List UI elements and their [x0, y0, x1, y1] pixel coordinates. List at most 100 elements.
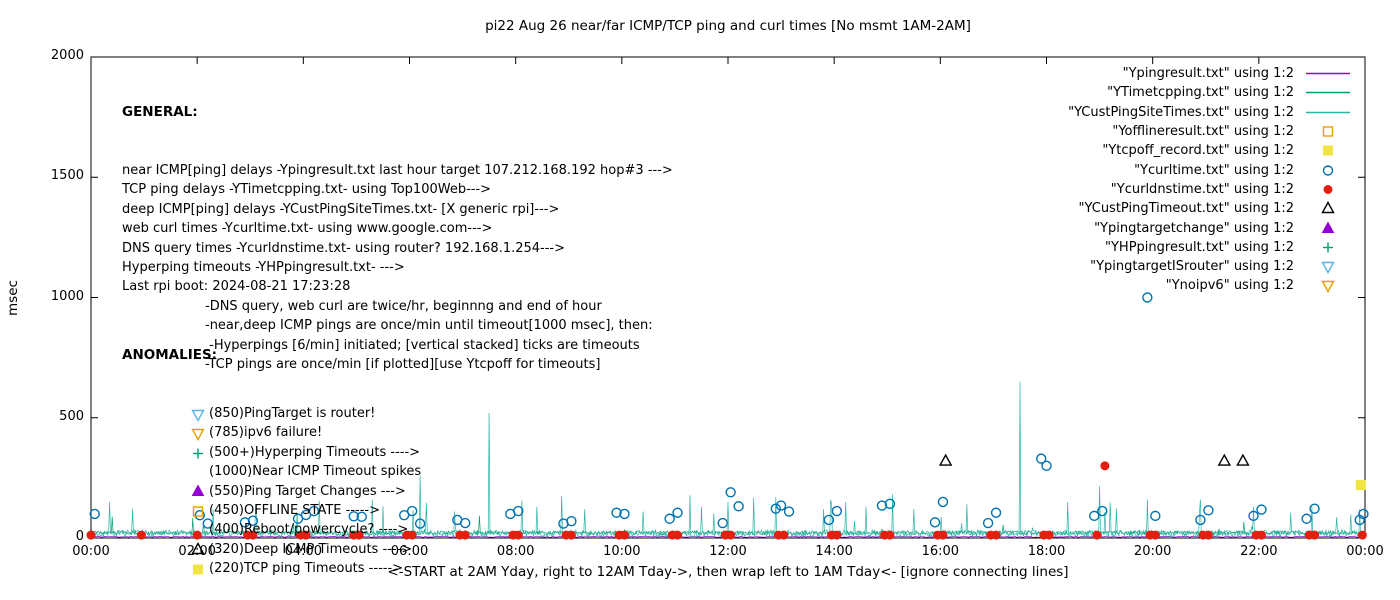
- general-line: -TCP pings are once/min [if plotted][use…: [205, 357, 601, 373]
- square-open-icon: [190, 503, 206, 519]
- general-line: Last rpi boot: 2024-08-21 17:23:28: [122, 279, 351, 295]
- general-line: web curl times -Ycurltime.txt- using www…: [122, 221, 493, 237]
- general-line: DNS query times -Ycurldnstime.txt- using…: [122, 240, 566, 256]
- x-tick-label: 02:00: [178, 544, 216, 559]
- square-filled-icon: [1323, 145, 1333, 156]
- legend-entry-label: "YCustPingTimeout.txt" using 1:2: [1078, 201, 1294, 217]
- legend-entry-label: "Ypingresult.txt" using 1:2: [1122, 66, 1294, 82]
- x-tick-label: 08:00: [496, 544, 535, 559]
- legend-sample-triangle-down-open: [1302, 259, 1354, 275]
- x-tick-label: 06:00: [390, 544, 429, 559]
- general-line: -DNS query, web curl are twice/hr, begin…: [205, 298, 602, 314]
- y-tick-label: 500: [59, 408, 84, 424]
- line-sample-icon: [1306, 72, 1350, 75]
- anomaly-text: (850)PingTarget is router!: [209, 406, 376, 422]
- x-tick-label: 10:00: [603, 544, 641, 559]
- x-tick-label: 00:00: [1346, 544, 1384, 559]
- anomaly-text: (450)OFFLINE STATE ----->: [209, 502, 380, 518]
- legend-entry: "Ytcpoff_record.txt" using 1:2: [1068, 141, 1354, 160]
- legend-entry: "Yofflineresult.txt" using 1:2: [1068, 122, 1354, 141]
- general-heading: GENERAL:: [122, 103, 198, 120]
- anomaly-item: (400)Reboot/powercycle? ---->: [122, 520, 421, 539]
- x-tick-label: 04:00: [284, 544, 323, 559]
- general-line: TCP ping delays -YTimetcpping.txt- using…: [122, 182, 492, 198]
- x-axis-label: <-START at 2AM Yday, right to 12AM Tday-…: [387, 564, 1069, 580]
- x-tick-label: 22:00: [1240, 544, 1278, 559]
- anomaly-item: (1000)Near ICMP Timeout spikes: [122, 462, 421, 481]
- legend-sample-triangle-open: [1302, 201, 1354, 216]
- anomaly-text: (320)Deep ICMP Timeouts ---->: [209, 541, 413, 557]
- legend-entry-label: "Yofflineresult.txt" using 1:2: [1112, 124, 1294, 140]
- series-markers-ycustpingtimeout-txt: [938, 453, 1250, 466]
- triangle-down-open-icon: [191, 409, 205, 422]
- anomaly-item: (785)ipv6 failure!: [122, 423, 421, 442]
- line-sample-icon: [1306, 111, 1350, 114]
- legend-entry-label: "Ytcpoff_record.txt" using 1:2: [1102, 143, 1294, 159]
- series-markers-ycurltime-txt: [89, 292, 1369, 529]
- circle-filled-icon: [1323, 184, 1333, 194]
- square-open-icon: [192, 505, 204, 517]
- legend-entry: "Ypingtargetchange" using 1:2: [1068, 218, 1354, 237]
- legend-sample-line: [1302, 66, 1354, 81]
- triangle-filled-icon: [1321, 220, 1335, 233]
- legend-sample-triangle-down-open: [1302, 278, 1354, 294]
- square-open-icon: [1322, 126, 1334, 137]
- legend-sample-line: [1302, 105, 1354, 120]
- general-line: deep ICMP[ping] delays -YCustPingSiteTim…: [122, 201, 560, 217]
- plus-icon: [1323, 242, 1333, 253]
- legend-entry: "Ycurltime.txt" using 1:2: [1068, 160, 1354, 179]
- legend: "Ypingresult.txt" using 1:2 "YTimetcpping…: [1068, 64, 1354, 296]
- anomaly-text: (220)TCP ping Timeouts ----->: [209, 561, 404, 577]
- no-icon: [190, 522, 206, 538]
- legend-entry: "YpingtargetISrouter" using 1:2: [1068, 257, 1354, 276]
- y-tick-label: 2000: [50, 48, 84, 63]
- x-tick-label: 00:00: [72, 544, 110, 559]
- legend-sample-plus: [1302, 240, 1354, 255]
- general-line: near ICMP[ping] delays -Ypingresult.txt …: [122, 163, 673, 179]
- anomalies-block: ANOMALIES: (850)PingTarget is router! (78…: [122, 307, 421, 600]
- line-sample-icon: [1306, 92, 1350, 94]
- legend-entry-label: "Ypingtargetchange" using 1:2: [1094, 220, 1294, 236]
- plus-icon: [190, 445, 206, 461]
- anomaly-item: (850)PingTarget is router!: [122, 404, 421, 423]
- series-markers-ytcpoff-record-txt: [1355, 480, 1366, 491]
- legend-sample-circle-filled: [1302, 182, 1354, 197]
- triangle-down-open-icon: [191, 428, 205, 442]
- legend-entry-label: "YHPpingresult.txt" using 1:2: [1105, 239, 1294, 255]
- triangle-down-open-icon: [1321, 261, 1335, 275]
- triangle-down-open-icon: [190, 406, 206, 422]
- x-tick-label: 12:00: [709, 544, 747, 559]
- x-tick-label: 18:00: [1027, 544, 1066, 559]
- legend-entry-label: "Ycurldnstime.txt" using 1:2: [1110, 181, 1294, 197]
- legend-sample-triangle-filled: [1302, 220, 1354, 236]
- anomaly-text: (1000)Near ICMP Timeout spikes: [209, 464, 422, 480]
- anomaly-item: (450)OFFLINE STATE ----->: [122, 501, 421, 520]
- legend-entry: "YTimetcpping.txt" using 1:2: [1068, 83, 1354, 102]
- general-line: Hyperping timeouts -YHPpingresult.txt- -…: [122, 260, 405, 276]
- legend-entry: "YCustPingTimeout.txt" using 1:2: [1068, 199, 1354, 218]
- plus-icon: [193, 448, 203, 458]
- triangle-open-icon: [190, 541, 206, 557]
- anomaly-text: (500+)Hyperping Timeouts ---->: [209, 444, 421, 460]
- anomaly-text: (785)ipv6 failure!: [209, 425, 323, 441]
- triangle-down-open-icon: [190, 425, 206, 442]
- x-tick-label: 16:00: [921, 544, 960, 559]
- y-tick-label: 1500: [50, 168, 84, 184]
- anomaly-item: (220)TCP ping Timeouts ----->: [122, 559, 421, 578]
- triangle-open-icon: [191, 542, 205, 555]
- triangle-down-open-icon: [1321, 281, 1335, 294]
- triangle-filled-icon: [190, 483, 206, 499]
- anomaly-item: (320)Deep ICMP Timeouts ---->: [122, 540, 421, 559]
- circle-open-icon: [1322, 164, 1334, 176]
- chart-title: pi22 Aug 26 near/far ICMP/TCP ping and c…: [485, 18, 971, 34]
- legend-entry: "YCustPingSiteTimes.txt" using 1:2: [1068, 103, 1354, 122]
- anomalies-heading: ANOMALIES:: [122, 346, 218, 363]
- anomaly-item: (500+)Hyperping Timeouts ---->: [122, 443, 421, 462]
- y-tick-label: 1000: [50, 288, 84, 304]
- y-axis-label: msec: [5, 280, 21, 316]
- triangle-filled-icon: [191, 484, 205, 497]
- anomaly-text: (550)Ping Target Changes --->: [209, 483, 406, 499]
- general-notes-block: GENERAL: near ICMP[ping] delays -Ypingre…: [122, 64, 673, 413]
